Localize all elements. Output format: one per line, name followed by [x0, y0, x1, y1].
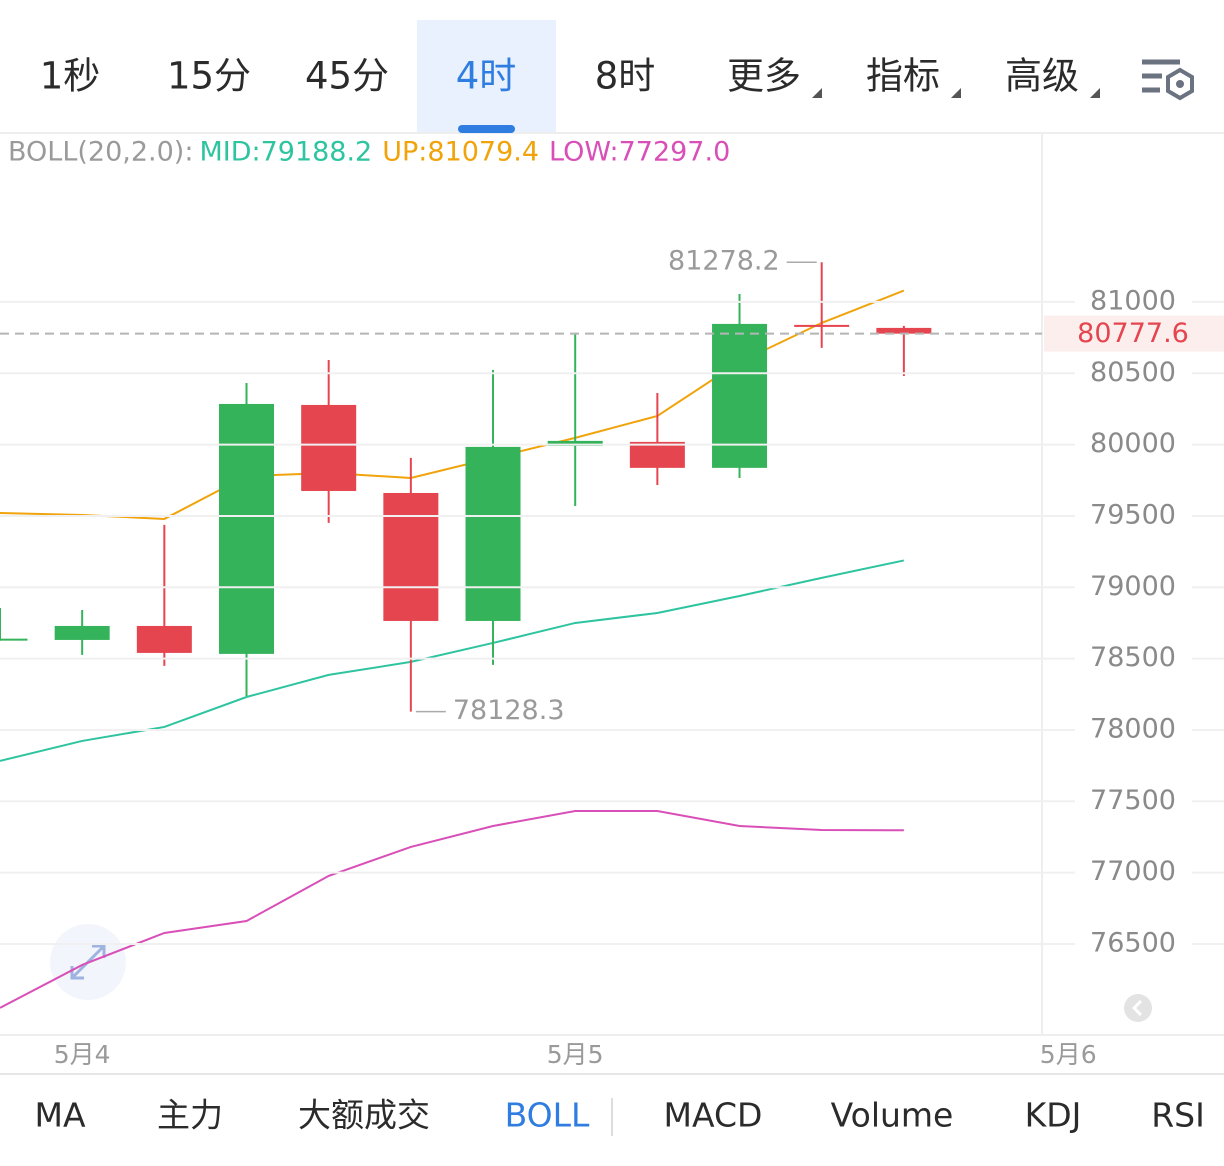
indicator-label: BOLL(20,2.0): — [8, 137, 193, 168]
indicator-tab[interactable]: MA — [34, 1096, 85, 1135]
dropdown-marker — [951, 88, 961, 98]
y-tick-label: 79000 — [1090, 571, 1176, 602]
last-price-label: 80777.6 — [1077, 318, 1189, 349]
candle-body — [465, 446, 521, 621]
indicator-tab[interactable]: 主力 — [157, 1096, 223, 1135]
scroll-back-button[interactable] — [1124, 994, 1152, 1022]
candle-body — [383, 492, 439, 621]
candle-body — [876, 327, 932, 334]
tab[interactable]: 更多 — [727, 55, 801, 98]
legend-entry: UP:81079.4 — [382, 137, 539, 168]
tab[interactable]: 1秒 — [40, 55, 101, 98]
tab[interactable]: 45分 — [305, 55, 389, 98]
y-tick-label: 81000 — [1090, 285, 1176, 316]
band-line — [0, 809, 904, 1009]
tab[interactable]: 高级 — [1005, 55, 1079, 98]
indicator-tab[interactable]: Volume — [831, 1096, 954, 1135]
settings-icon[interactable] — [1142, 59, 1194, 101]
indicator-tab[interactable]: MACD — [664, 1096, 763, 1135]
y-tick-label: 80000 — [1090, 428, 1176, 459]
candle-body — [0, 638, 28, 641]
candle-body — [301, 404, 357, 491]
candle-body — [54, 625, 110, 640]
indicator-tab[interactable]: RSI — [1151, 1096, 1205, 1135]
y-tick-label: 78500 — [1090, 642, 1176, 673]
tab[interactable]: 15分 — [167, 55, 251, 98]
legend-entry: MID:79188.2 — [199, 137, 372, 168]
band-line — [0, 289, 905, 520]
x-tick-label: 5月4 — [54, 1040, 111, 1069]
tab-highlight — [417, 20, 556, 132]
legend-entry: LOW:77297.0 — [549, 137, 730, 168]
candle-body — [712, 323, 768, 468]
indicator-tab[interactable]: KDJ — [1025, 1096, 1082, 1135]
tab[interactable]: 指标 — [866, 55, 940, 98]
x-tick-label: 5月5 — [547, 1040, 604, 1069]
y-tick-label: 76500 — [1090, 927, 1176, 958]
y-tick-label: 77000 — [1090, 856, 1176, 887]
x-tick-label: 5月6 — [1040, 1040, 1097, 1069]
indicator-tab[interactable]: 大额成交 — [298, 1096, 430, 1135]
y-tick-label: 78000 — [1090, 713, 1176, 744]
candle-body — [219, 403, 275, 654]
annotation: 78128.3 — [453, 695, 565, 726]
candle-body — [794, 324, 850, 327]
tab[interactable]: 8时 — [595, 55, 656, 98]
indicator-tab[interactable]: BOLL — [505, 1096, 590, 1135]
annotation: 81278.2 — [668, 246, 780, 277]
y-tick-label: 77500 — [1090, 785, 1176, 816]
last-price-badge — [1044, 315, 1224, 352]
y-tick-label: 80500 — [1090, 357, 1176, 388]
tab[interactable]: 4时 — [456, 55, 517, 98]
tab-indicator — [458, 125, 515, 133]
candle-body — [629, 441, 685, 468]
y-tick-label: 79500 — [1090, 499, 1176, 530]
dropdown-marker — [1090, 88, 1100, 98]
dropdown-marker — [812, 88, 822, 98]
candle-body — [136, 625, 192, 653]
candle-body — [547, 440, 603, 446]
